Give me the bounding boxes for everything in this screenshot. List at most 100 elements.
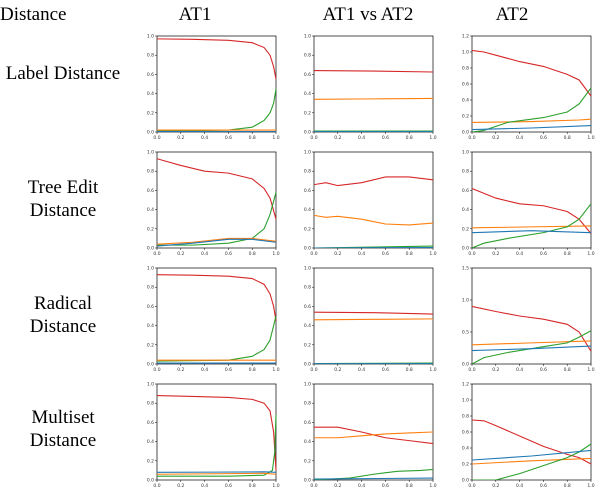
y-tick-label: 0.4 bbox=[462, 98, 469, 104]
series-line-red bbox=[314, 177, 433, 186]
y-tick-label: 0.6 bbox=[304, 72, 311, 78]
x-tick-label: 0.2 bbox=[177, 251, 184, 257]
x-tick-label: 0.0 bbox=[468, 251, 475, 257]
y-tick-label: 0.6 bbox=[147, 304, 154, 310]
y-tick-label: 0.8 bbox=[304, 169, 311, 175]
y-tick-label: 0.0 bbox=[462, 478, 469, 484]
x-tick-label: 0.4 bbox=[358, 367, 365, 373]
x-tick-label: 0.0 bbox=[310, 367, 317, 373]
y-tick-label: 0.8 bbox=[147, 285, 154, 291]
x-tick-label: 0.6 bbox=[382, 251, 389, 257]
y-tick-label: 0.4 bbox=[304, 323, 311, 329]
y-tick-label: 0.0 bbox=[147, 130, 154, 136]
y-tick-label: 1.5 bbox=[462, 266, 469, 272]
column-header-at1: AT1 bbox=[160, 4, 230, 26]
x-tick-label: 0.2 bbox=[177, 367, 184, 373]
row-label-label-distance: Label Distance bbox=[0, 62, 126, 85]
series-line-red bbox=[472, 420, 591, 464]
axes-frame bbox=[472, 36, 591, 132]
x-tick-label: 0.0 bbox=[468, 367, 475, 373]
x-tick-label: 0.4 bbox=[201, 483, 208, 489]
x-tick-label: 0.6 bbox=[225, 251, 232, 257]
x-tick-label: 0.8 bbox=[564, 483, 571, 489]
series-line-green bbox=[472, 444, 591, 480]
x-tick-label: 1.0 bbox=[587, 135, 594, 141]
y-tick-label: 0.0 bbox=[304, 478, 311, 484]
x-tick-label: 1.0 bbox=[429, 483, 436, 489]
y-tick-label: 0.2 bbox=[147, 110, 154, 116]
x-tick-label: 0.0 bbox=[468, 135, 475, 141]
y-tick-label: 0.6 bbox=[147, 188, 154, 194]
y-tick-label: 0.4 bbox=[462, 446, 469, 452]
x-tick-label: 0.0 bbox=[468, 483, 475, 489]
x-tick-label: 0.2 bbox=[334, 483, 341, 489]
y-tick-label: 0.0 bbox=[304, 362, 311, 368]
x-tick-label: 0.4 bbox=[201, 251, 208, 257]
x-tick-label: 0.6 bbox=[540, 483, 547, 489]
y-tick-label: 1.0 bbox=[147, 382, 154, 388]
x-tick-label: 0.6 bbox=[540, 367, 547, 373]
y-tick-label: 0.2 bbox=[147, 226, 154, 232]
x-tick-label: 0.0 bbox=[310, 135, 317, 141]
axes-frame bbox=[472, 384, 591, 480]
y-tick-label: 0.8 bbox=[304, 401, 311, 407]
x-tick-label: 0.8 bbox=[249, 251, 256, 257]
x-tick-label: 0.0 bbox=[153, 367, 160, 373]
column-header-at1-vs-at2: AT1 vs AT2 bbox=[298, 4, 438, 26]
x-tick-label: 0.2 bbox=[492, 251, 499, 257]
y-tick-label: 0.6 bbox=[147, 420, 154, 426]
x-tick-label: 0.0 bbox=[153, 251, 160, 257]
series-line-orange bbox=[472, 226, 591, 228]
y-tick-label: 0.8 bbox=[147, 169, 154, 175]
x-tick-label: 0.8 bbox=[249, 367, 256, 373]
x-tick-label: 0.6 bbox=[382, 135, 389, 141]
x-tick-label: 0.8 bbox=[564, 367, 571, 373]
x-tick-label: 0.4 bbox=[516, 135, 523, 141]
series-line-red bbox=[472, 50, 591, 96]
x-tick-label: 1.0 bbox=[429, 367, 436, 373]
y-tick-label: 1.0 bbox=[304, 266, 311, 272]
series-line-green bbox=[157, 89, 276, 131]
axes-frame bbox=[314, 152, 433, 248]
y-tick-label: 0.2 bbox=[304, 226, 311, 232]
x-tick-label: 0.4 bbox=[516, 483, 523, 489]
x-tick-label: 0.2 bbox=[492, 483, 499, 489]
y-tick-label: 0.8 bbox=[147, 401, 154, 407]
y-tick-label: 0.8 bbox=[462, 414, 469, 420]
y-tick-label: 0.6 bbox=[462, 430, 469, 436]
y-tick-label: 0.4 bbox=[147, 207, 154, 213]
y-tick-label: 0.0 bbox=[462, 130, 469, 136]
y-tick-label: 0.8 bbox=[462, 66, 469, 72]
x-tick-label: 0.4 bbox=[358, 135, 365, 141]
x-tick-label: 0.8 bbox=[406, 251, 413, 257]
x-tick-label: 0.6 bbox=[540, 135, 547, 141]
axes-frame bbox=[157, 384, 276, 480]
y-tick-label: 1.0 bbox=[304, 382, 311, 388]
series-line-green bbox=[157, 316, 276, 361]
y-tick-label: 0.4 bbox=[147, 323, 154, 329]
x-tick-label: 0.4 bbox=[201, 367, 208, 373]
axes-frame bbox=[314, 268, 433, 364]
series-line-red bbox=[157, 396, 276, 471]
y-tick-label: 0.8 bbox=[304, 53, 311, 59]
y-tick-label: 0.2 bbox=[147, 458, 154, 464]
x-tick-label: 1.0 bbox=[587, 367, 594, 373]
x-tick-label: 0.8 bbox=[406, 483, 413, 489]
x-tick-label: 1.0 bbox=[272, 135, 279, 141]
y-tick-label: 1.0 bbox=[147, 150, 154, 156]
x-tick-label: 1.0 bbox=[272, 251, 279, 257]
x-tick-label: 0.2 bbox=[334, 135, 341, 141]
y-tick-label: 0.2 bbox=[304, 110, 311, 116]
axes-frame bbox=[157, 36, 276, 132]
x-tick-label: 0.6 bbox=[382, 367, 389, 373]
axes-frame bbox=[157, 268, 276, 364]
x-tick-label: 0.8 bbox=[249, 135, 256, 141]
y-tick-label: 1.0 bbox=[304, 34, 311, 40]
x-tick-label: 0.8 bbox=[249, 483, 256, 489]
